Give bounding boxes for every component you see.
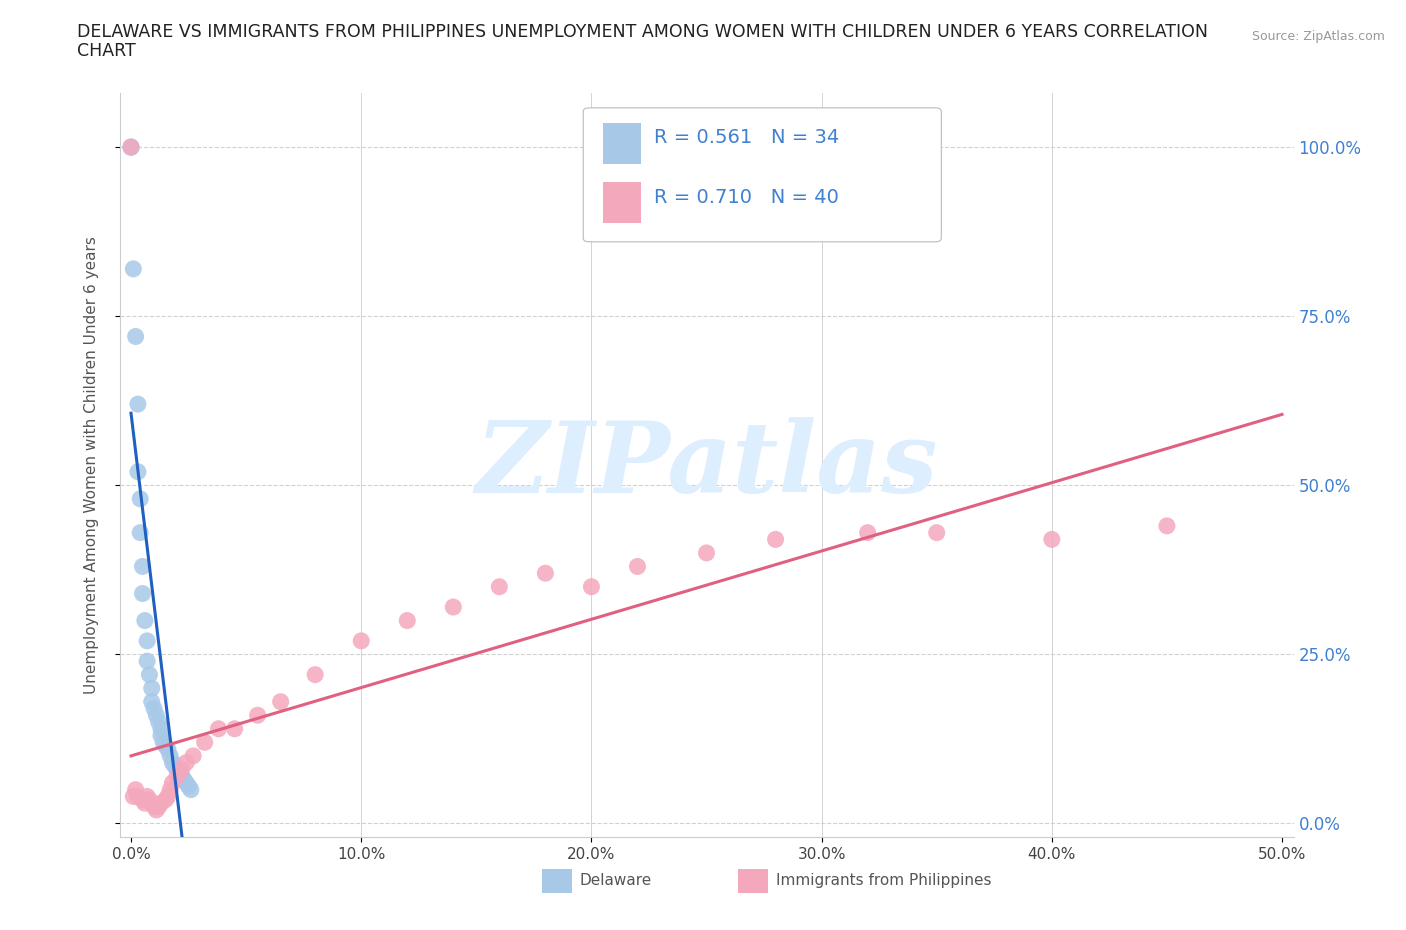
Point xyxy=(270,695,292,710)
Point xyxy=(170,762,193,777)
Point xyxy=(181,749,204,764)
Point xyxy=(145,708,167,723)
Point xyxy=(120,140,142,154)
Point xyxy=(170,769,193,784)
Point xyxy=(127,789,149,804)
Point xyxy=(122,789,145,804)
Point xyxy=(159,749,181,764)
Point xyxy=(488,579,510,594)
Point xyxy=(122,261,145,276)
Point xyxy=(925,525,948,540)
Point xyxy=(207,722,229,737)
Point xyxy=(304,667,326,682)
Point xyxy=(149,728,172,743)
Point xyxy=(148,799,170,814)
Text: Source: ZipAtlas.com: Source: ZipAtlas.com xyxy=(1251,30,1385,43)
Point xyxy=(156,741,179,756)
Point xyxy=(155,792,177,807)
Point xyxy=(155,738,177,753)
FancyBboxPatch shape xyxy=(603,182,641,223)
Point xyxy=(224,722,246,737)
Point xyxy=(127,397,149,412)
Text: DELAWARE VS IMMIGRANTS FROM PHILIPPINES UNEMPLOYMENT AMONG WOMEN WITH CHILDREN U: DELAWARE VS IMMIGRANTS FROM PHILIPPINES … xyxy=(77,23,1208,41)
Point xyxy=(127,464,149,479)
Point xyxy=(581,579,603,594)
Point xyxy=(134,613,156,628)
Point xyxy=(120,140,142,154)
Point xyxy=(149,722,172,737)
Point xyxy=(350,633,373,648)
Text: CHART: CHART xyxy=(77,42,136,60)
Point xyxy=(138,667,160,682)
Point xyxy=(765,532,787,547)
Point xyxy=(136,633,159,648)
Point xyxy=(129,525,152,540)
Point xyxy=(246,708,269,723)
Text: Immigrants from Philippines: Immigrants from Philippines xyxy=(776,873,991,888)
FancyBboxPatch shape xyxy=(543,869,571,893)
FancyBboxPatch shape xyxy=(583,108,942,242)
Point xyxy=(143,701,166,716)
Point xyxy=(148,714,170,729)
Point xyxy=(149,796,172,811)
Point xyxy=(131,559,153,574)
Point xyxy=(173,772,195,787)
Point xyxy=(136,654,159,669)
Point xyxy=(162,755,184,770)
Point xyxy=(129,491,152,506)
FancyBboxPatch shape xyxy=(738,869,768,893)
Point xyxy=(124,782,146,797)
Point xyxy=(169,765,191,780)
Point xyxy=(396,613,419,628)
Point xyxy=(166,762,188,777)
Text: R = 0.710   N = 40: R = 0.710 N = 40 xyxy=(654,188,838,206)
Point xyxy=(156,789,179,804)
Text: R = 0.561   N = 34: R = 0.561 N = 34 xyxy=(654,128,839,147)
Point xyxy=(131,792,153,807)
Point xyxy=(194,735,217,750)
Point xyxy=(136,789,159,804)
Point xyxy=(174,776,197,790)
Point xyxy=(177,778,200,793)
Point xyxy=(696,546,718,561)
Text: Delaware: Delaware xyxy=(579,873,652,888)
Point xyxy=(626,559,648,574)
Point xyxy=(131,586,153,601)
Point xyxy=(174,755,197,770)
FancyBboxPatch shape xyxy=(603,123,641,164)
Point xyxy=(441,600,464,615)
Point xyxy=(141,796,163,811)
Point xyxy=(141,695,163,710)
Point xyxy=(134,796,156,811)
Point xyxy=(162,776,184,790)
Point xyxy=(534,565,557,580)
Point xyxy=(143,799,166,814)
Point xyxy=(141,681,163,696)
Point xyxy=(856,525,879,540)
Point xyxy=(145,803,167,817)
Point xyxy=(124,329,146,344)
Text: ZIPatlas: ZIPatlas xyxy=(475,417,938,513)
Point xyxy=(1156,518,1178,533)
Y-axis label: Unemployment Among Women with Children Under 6 years: Unemployment Among Women with Children U… xyxy=(84,236,98,694)
Point xyxy=(120,140,142,154)
Point xyxy=(1040,532,1063,547)
Point xyxy=(166,769,188,784)
Point xyxy=(180,782,202,797)
Point xyxy=(138,792,160,807)
Point xyxy=(163,759,186,774)
Point xyxy=(152,735,174,750)
Point xyxy=(159,782,181,797)
